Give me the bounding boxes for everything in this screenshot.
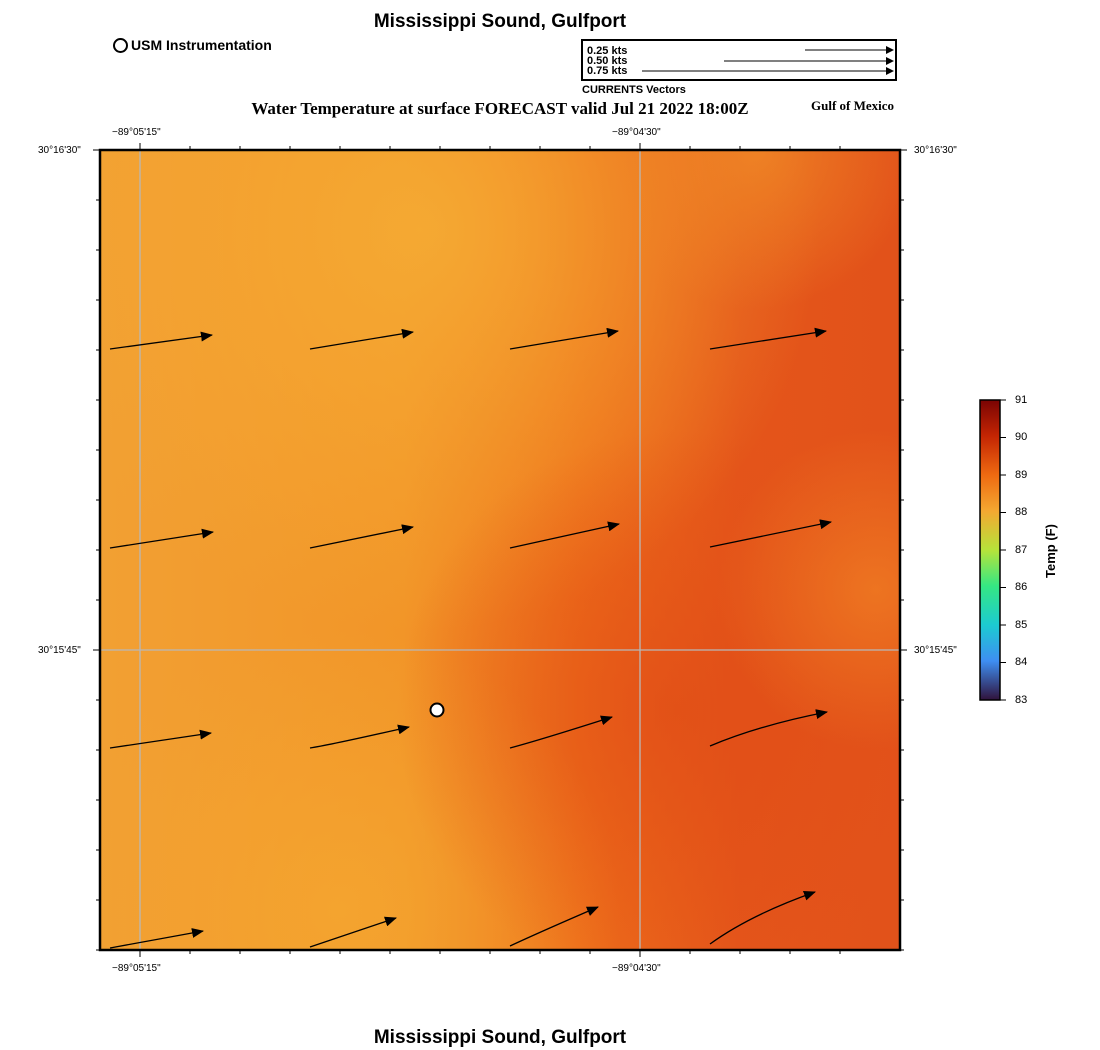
colorbar-title: Temp (F) <box>1043 524 1058 578</box>
current-vector <box>509 906 599 947</box>
lon-label-bottom-1: −89°05'15" <box>112 963 161 974</box>
lat-label-left-1: 30°16'30" <box>38 145 81 156</box>
colorbar <box>979 399 1006 701</box>
right-ticks <box>900 149 907 951</box>
temperature-field <box>100 150 900 950</box>
vector-scale-label-2: 0.50 kts <box>587 55 628 67</box>
current-vectors <box>109 327 832 949</box>
lon-label-bottom-2: −89°04'30" <box>612 963 661 974</box>
colorbar-tick-label: 91 <box>1015 394 1028 406</box>
region-label: Gulf of Mexico <box>811 98 895 113</box>
colorbar-tick-label: 87 <box>1015 544 1028 556</box>
colorbar-tick-label: 86 <box>1015 581 1028 593</box>
current-vector <box>509 521 620 549</box>
footer-title: Mississippi Sound, Gulfport <box>373 1027 627 1048</box>
lat-label-right-2: 30°15'45" <box>914 645 957 656</box>
colorbar-tick-label: 85 <box>1015 619 1028 631</box>
map-title: Mississippi Sound, Gulfport <box>373 11 627 32</box>
current-vector <box>509 327 619 350</box>
usm-station-marker[interactable] <box>429 702 445 718</box>
colorbar-tick-label: 83 <box>1015 694 1028 706</box>
current-vector <box>709 327 827 350</box>
graticule <box>100 150 900 950</box>
lat-label-right-1: 30°16'30" <box>914 145 957 156</box>
station-legend: USM Instrumentation <box>113 37 272 53</box>
lat-label-left-2: 30°15'45" <box>38 645 81 656</box>
current-vector <box>109 528 214 549</box>
colorbar-tick-label: 89 <box>1015 469 1028 481</box>
left-ticks <box>93 149 100 951</box>
current-vector <box>309 724 410 749</box>
current-vector <box>109 928 204 949</box>
vector-scale-legend: 0.25 kts 0.50 kts 0.75 kts <box>581 39 897 81</box>
current-vector <box>109 729 212 749</box>
vector-caption: CURRENTS Vectors <box>582 84 686 96</box>
current-vector <box>709 519 832 548</box>
colorbar-tick-label: 90 <box>1015 431 1028 443</box>
top-ticks <box>139 143 841 150</box>
current-vector <box>709 890 816 945</box>
bottom-ticks <box>139 950 841 957</box>
lon-label-top-1: −89°05'15" <box>112 127 161 138</box>
colorbar-tick-label: 84 <box>1015 656 1028 668</box>
current-vector <box>309 328 414 350</box>
vector-scale-arrows <box>642 46 894 75</box>
colorbar-scale <box>979 399 1001 701</box>
station-legend-label: USM Instrumentation <box>131 37 272 53</box>
vector-scale-label-3: 0.75 kts <box>587 65 628 77</box>
current-vector <box>309 524 414 549</box>
current-vector <box>309 916 397 948</box>
current-vector <box>109 331 213 350</box>
map-subtitle: Water Temperature at surface FORECAST va… <box>251 99 749 118</box>
current-vector <box>509 715 613 749</box>
vector-scale-label-1: 0.25 kts <box>587 45 628 57</box>
lon-label-top-2: −89°04'30" <box>612 127 661 138</box>
station-marker-icon <box>113 37 128 53</box>
colorbar-tick-label: 88 <box>1015 506 1028 518</box>
current-vector <box>709 709 828 747</box>
